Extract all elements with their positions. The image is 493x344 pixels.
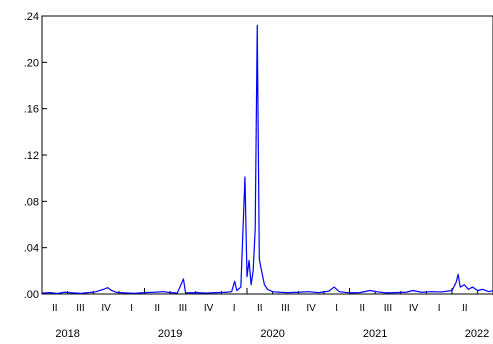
quarter-label: I	[335, 303, 338, 314]
year-label: 2022	[465, 328, 489, 340]
y-tick-label: .00	[24, 289, 39, 301]
quarter-label: I	[130, 303, 133, 314]
quarter-label: III	[281, 303, 289, 314]
year-label: 2021	[363, 328, 387, 340]
y-tick-label: .20	[24, 57, 39, 69]
quarter-label: IV	[409, 303, 419, 314]
year-label: 2020	[260, 328, 284, 340]
quarter-label: I	[438, 303, 441, 314]
y-tick-label: .16	[24, 104, 39, 116]
quarter-label: III	[384, 303, 392, 314]
y-tick-label: .04	[24, 243, 39, 255]
quarter-label: II	[52, 303, 58, 314]
plot-frame	[41, 15, 493, 295]
y-axis: .00 .04 .08 .12 .16 .20 .24	[24, 11, 47, 301]
y-tick-label: .08	[24, 196, 39, 208]
y-tick-label: .12	[24, 150, 39, 162]
series-layer	[41, 24, 493, 295]
quarter-label: I	[233, 303, 236, 314]
quarter-label: II	[257, 303, 263, 314]
quarter-label: III	[76, 303, 84, 314]
quarter-label: II	[155, 303, 161, 314]
quarter-label: II	[462, 303, 468, 314]
series-line	[41, 24, 493, 295]
y-tick-label: .24	[24, 11, 39, 23]
quarter-label: IV	[101, 303, 111, 314]
year-label: 2019	[158, 328, 182, 340]
year-label: 2018	[55, 328, 79, 340]
quarter-label: IV	[204, 303, 214, 314]
quarter-label: III	[179, 303, 187, 314]
quarter-label: II	[360, 303, 366, 314]
quarter-label: IV	[306, 303, 316, 314]
